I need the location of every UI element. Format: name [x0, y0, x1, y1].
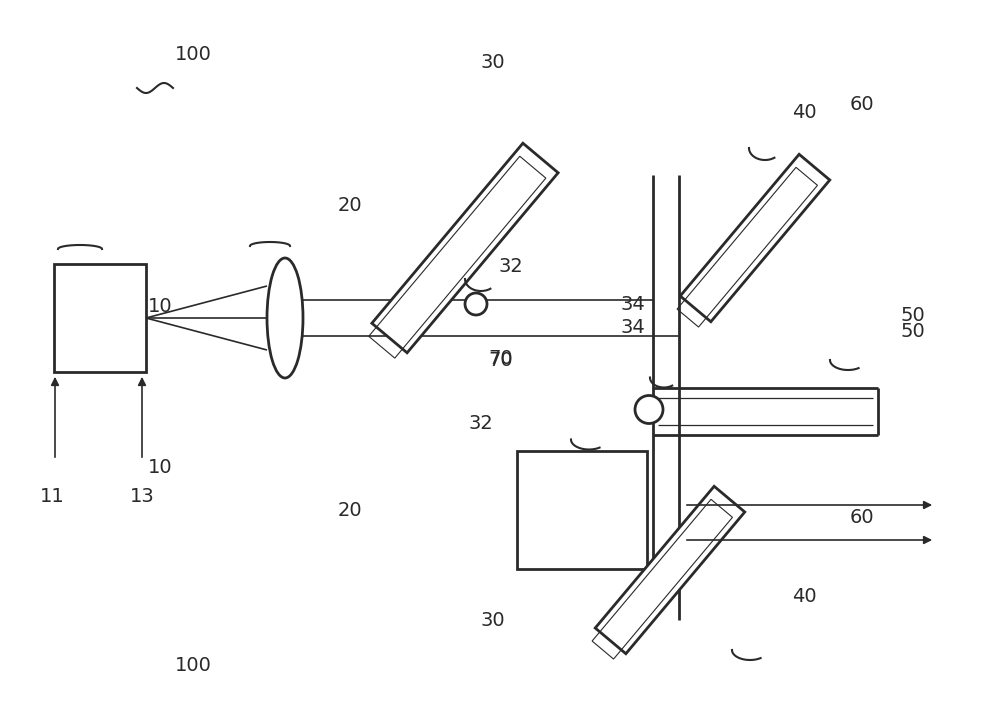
Text: 60: 60	[850, 96, 875, 114]
Circle shape	[635, 396, 663, 423]
Text: 34: 34	[620, 318, 645, 337]
Text: 40: 40	[792, 103, 817, 121]
Circle shape	[465, 293, 487, 315]
Text: 50: 50	[900, 306, 925, 325]
Text: 20: 20	[338, 501, 363, 520]
Text: 11: 11	[40, 487, 65, 506]
Text: 100: 100	[175, 45, 212, 64]
Text: 10: 10	[148, 297, 173, 316]
Text: 34: 34	[620, 296, 645, 314]
Text: 10: 10	[148, 459, 173, 477]
Polygon shape	[517, 451, 647, 569]
Text: 32: 32	[468, 415, 493, 433]
Text: 60: 60	[850, 508, 875, 527]
Text: 32: 32	[498, 257, 523, 276]
Polygon shape	[595, 486, 745, 654]
Text: 30: 30	[480, 53, 505, 72]
Text: 70: 70	[488, 351, 513, 369]
Text: 100: 100	[175, 656, 212, 674]
Polygon shape	[54, 264, 146, 372]
Text: 13: 13	[130, 487, 155, 506]
Polygon shape	[680, 155, 830, 322]
Text: 30: 30	[480, 611, 505, 630]
Text: 70: 70	[488, 349, 513, 367]
Text: 40: 40	[792, 588, 817, 606]
Ellipse shape	[267, 258, 303, 378]
Polygon shape	[372, 143, 558, 353]
Text: 50: 50	[900, 323, 925, 341]
Text: 20: 20	[338, 196, 363, 215]
